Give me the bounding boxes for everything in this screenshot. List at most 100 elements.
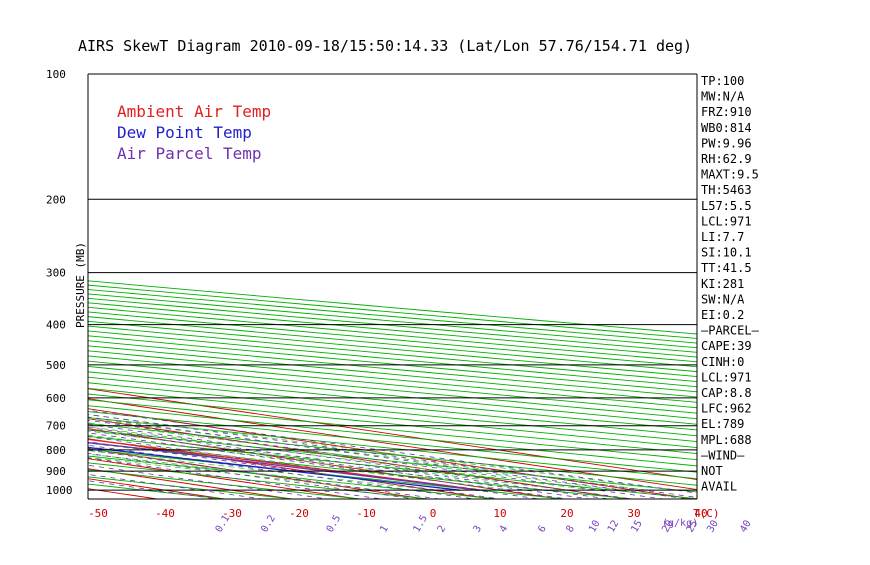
stat-line: NOT	[701, 464, 723, 478]
dry-adiabat-line	[88, 366, 697, 425]
pressure-tick-label: 600	[46, 392, 66, 405]
stat-line: LCL:971	[701, 370, 752, 384]
mixing-ratio-label: 12	[606, 519, 622, 535]
mixing-ratio-line	[88, 432, 568, 499]
bottom-temp-tick-label: -50	[88, 507, 108, 520]
dry-adiabat-line	[88, 411, 697, 473]
mixing-ratio-label: 15	[629, 519, 645, 535]
stat-line: LFC:962	[701, 402, 752, 416]
mixing-ratio-label: 25	[685, 519, 701, 535]
stat-line: CAP:8.8	[701, 386, 752, 400]
stat-line: PW:9.96	[701, 136, 752, 150]
legend-entry: Dew Point Temp	[117, 123, 252, 142]
mixing-ratio-unit: (g/kg)	[662, 518, 698, 529]
moist-adiabat-line	[88, 430, 568, 491]
stat-line: RH:62.9	[701, 152, 752, 166]
pressure-tick-label: 800	[46, 444, 66, 457]
mixing-ratio-label: 40	[738, 519, 754, 535]
pressure-tick-label: 100	[46, 68, 66, 81]
mixing-ratio-label: 1	[378, 524, 391, 535]
mixing-ratio-line	[88, 423, 633, 499]
stat-line: EI:0.2	[701, 308, 744, 322]
dry-adiabat-line	[88, 462, 429, 499]
bottom-temp-tick-label: -30	[222, 507, 242, 520]
dry-adiabat-line	[88, 435, 697, 499]
mixing-ratio-label: 0.5	[325, 513, 344, 534]
dry-adiabat-line	[88, 455, 497, 499]
moist-adiabat-line	[88, 426, 594, 491]
mixing-ratio-line	[88, 409, 697, 494]
stat-line: MAXT:9.5	[701, 168, 759, 182]
stat-line: FRZ:910	[701, 105, 752, 119]
stat-line: SW:N/A	[701, 292, 745, 306]
dry-adiabat-line	[88, 417, 697, 480]
mixing-ratio-label: 10	[587, 519, 603, 535]
bottom-temp-tick-label: 40	[694, 507, 707, 520]
series-dew-point-temp	[88, 446, 460, 491]
stat-line: AVAIL	[701, 480, 737, 494]
bottom-temp-tick-label: 0	[430, 507, 437, 520]
mixing-ratio-label: 30	[705, 519, 721, 535]
bottom-temp-tick-label: -40	[155, 507, 175, 520]
mixing-ratio-label: 2	[436, 524, 449, 535]
series-air-parcel-temp	[88, 442, 480, 491]
dry-adiabat-line	[88, 340, 697, 398]
stat-line: KI:281	[701, 277, 744, 291]
stat-line: L57:5.5	[701, 199, 752, 213]
stat-line: LCL:971	[701, 214, 752, 228]
dry-adiabat-line	[88, 376, 697, 437]
bottom-temp-tick-label: -20	[289, 507, 309, 520]
legend-entry: Air Parcel Temp	[117, 144, 262, 163]
dry-adiabat-line	[88, 423, 697, 486]
dry-adiabat-line	[88, 345, 697, 403]
mixing-ratio-label: 8	[564, 524, 577, 535]
y-axis-label: PRESSURE (MB)	[74, 242, 87, 328]
pressure-tick-label: 1000	[46, 484, 73, 497]
stat-line: MPL:688	[701, 433, 752, 447]
dry-adiabat-line	[88, 387, 697, 448]
pressure-tick-label: 300	[46, 267, 66, 280]
mixing-ratio-line	[88, 419, 664, 499]
bottom-temp-tick-label: 30	[627, 507, 640, 520]
mixing-ratio-label: 4	[498, 524, 511, 535]
dry-adiabat-line	[88, 335, 697, 393]
stat-line: MW:N/A	[701, 90, 745, 104]
pressure-tick-label: 500	[46, 359, 66, 372]
stat-line: LI:7.7	[701, 230, 744, 244]
pressure-tick-label: 200	[46, 193, 66, 206]
stat-line: —PARCEL—	[701, 324, 760, 338]
mixing-ratio-label: 1.5	[411, 513, 430, 534]
mixing-ratio-label: 0.2	[259, 513, 278, 534]
stat-line: TP:100	[701, 74, 744, 88]
dry-adiabat-line	[88, 360, 697, 420]
pressure-tick-label: 900	[46, 465, 66, 478]
dry-adiabat-line	[88, 355, 697, 414]
pressure-tick-label: 700	[46, 420, 66, 433]
stat-line: TH:5463	[701, 183, 752, 197]
mixing-ratio-line	[88, 444, 475, 499]
dry-adiabat-line	[88, 382, 697, 443]
mixing-ratio-label: 3	[472, 524, 485, 535]
legend-entry: Ambient Air Temp	[117, 102, 271, 121]
pressure-tick-label: 400	[46, 319, 66, 332]
isotherm-line	[88, 398, 697, 491]
plot-area	[0, 74, 697, 499]
dry-adiabat-line	[88, 371, 697, 431]
moist-adiabat-line	[88, 438, 514, 491]
mixing-ratio-label: 6	[536, 524, 549, 535]
bottom-temp-unit: T(C)	[693, 507, 720, 520]
stat-line: CINH:0	[701, 355, 744, 369]
isotherm-line	[0, 74, 23, 499]
stat-line: SI:10.1	[701, 246, 752, 260]
moist-adiabat-line	[88, 450, 434, 491]
mixing-ratio-label: 20	[660, 519, 676, 535]
bottom-temp-tick-label: 20	[560, 507, 573, 520]
isotherm-line	[88, 388, 697, 481]
stat-line: CAPE:39	[701, 339, 752, 353]
moist-adiabat-line	[88, 453, 407, 491]
chart-title: AIRS SkewT Diagram 2010-09-18/15:50:14.3…	[78, 37, 692, 55]
bottom-temp-tick-label: 10	[493, 507, 506, 520]
stat-line: EL:789	[701, 417, 744, 431]
